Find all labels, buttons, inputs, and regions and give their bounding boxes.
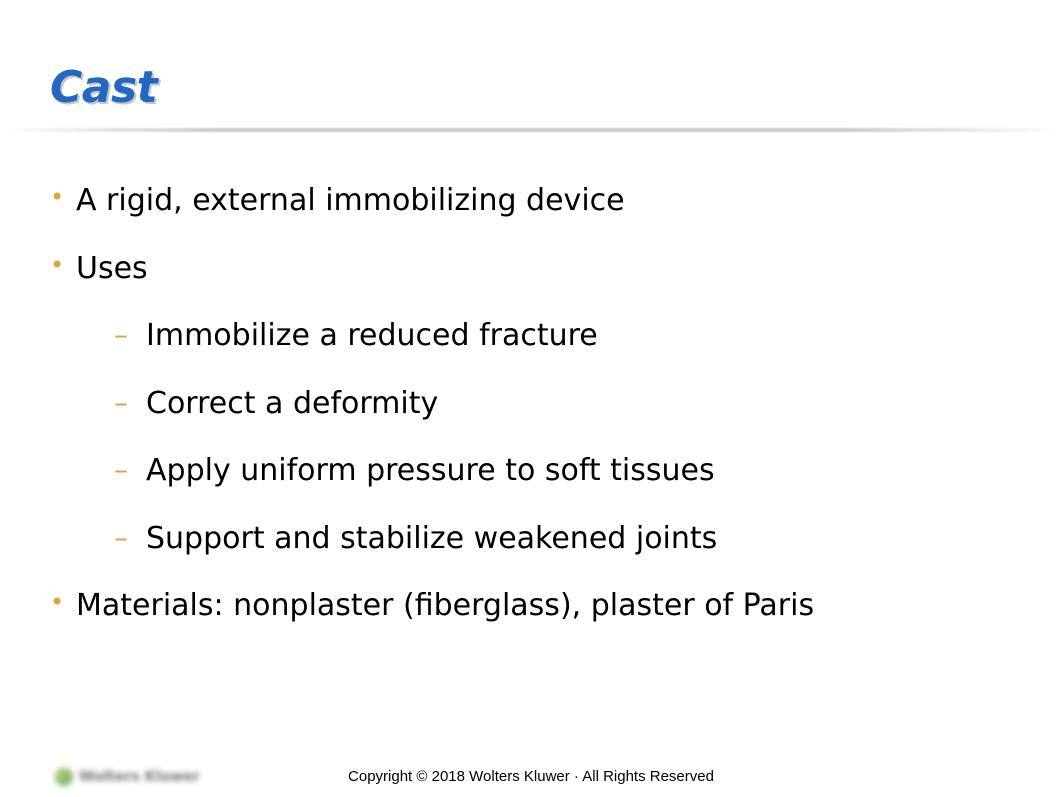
- bullet-level-1: Materials: nonplaster (fiberglass), plas…: [50, 587, 1012, 625]
- slide-title: Cast: [50, 62, 157, 113]
- bullet-text: Apply uniform pressure to soft tissues: [146, 453, 715, 488]
- bullet-level-2: Immobilize a reduced fracture: [114, 317, 1012, 355]
- bullet-level-1: A rigid, external immobilizing device: [50, 182, 1012, 220]
- bullet-level-2: Apply uniform pressure to soft tissues: [114, 452, 1012, 490]
- bullet-level-2: Correct a deformity: [114, 385, 1012, 423]
- copyright-footer: Copyright © 2018 Wolters Kluwer · All Ri…: [0, 768, 1062, 785]
- bullet-text: A rigid, external immobilizing device: [76, 183, 625, 218]
- bullet-text: Immobilize a reduced fracture: [146, 318, 598, 353]
- title-wrap: Cast: [50, 62, 157, 113]
- title-divider: [0, 128, 1062, 132]
- bullet-text: Uses: [76, 251, 148, 286]
- slide-content: A rigid, external immobilizing device Us…: [50, 182, 1012, 655]
- bullet-text: Support and stabilize weakened joints: [146, 521, 717, 556]
- bullet-text: Materials: nonplaster (fiberglass), plas…: [76, 588, 814, 623]
- bullet-text: Correct a deformity: [146, 386, 438, 421]
- bullet-level-1: Uses: [50, 250, 1012, 288]
- slide: Cast A rigid, external immobilizing devi…: [0, 0, 1062, 797]
- bullet-level-2: Support and stabilize weakened joints: [114, 520, 1012, 558]
